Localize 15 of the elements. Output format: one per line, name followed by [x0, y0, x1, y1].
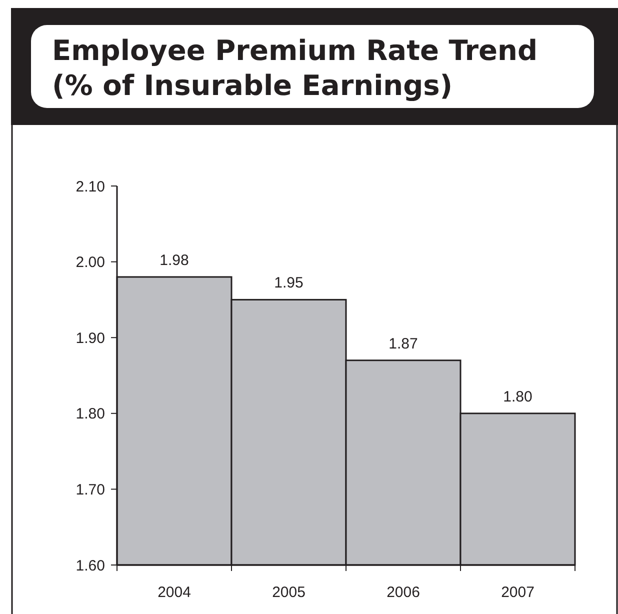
- data-label: 1.95: [274, 274, 304, 292]
- y-tick-label: 2.00: [76, 254, 105, 272]
- data-label: 1.87: [388, 335, 418, 352]
- chart-title: Employee Premium Rate Trend (% of Insurable Earnings): [52, 34, 538, 102]
- x-tick-label: 2006: [386, 584, 420, 601]
- y-tick-label: 1.60: [76, 557, 105, 574]
- x-tick-label: 2004: [158, 584, 191, 601]
- y-tick-label: 1.80: [76, 406, 105, 423]
- x-tick-label: 2007: [501, 584, 534, 601]
- data-label: 1.98: [160, 252, 189, 269]
- y-tick-label: 1.70: [76, 481, 105, 498]
- y-tick-label: 2.10: [76, 178, 105, 196]
- y-tick-label: 1.90: [76, 330, 105, 347]
- x-tick-label: 2005: [272, 584, 306, 601]
- data-label: 1.80: [503, 388, 532, 406]
